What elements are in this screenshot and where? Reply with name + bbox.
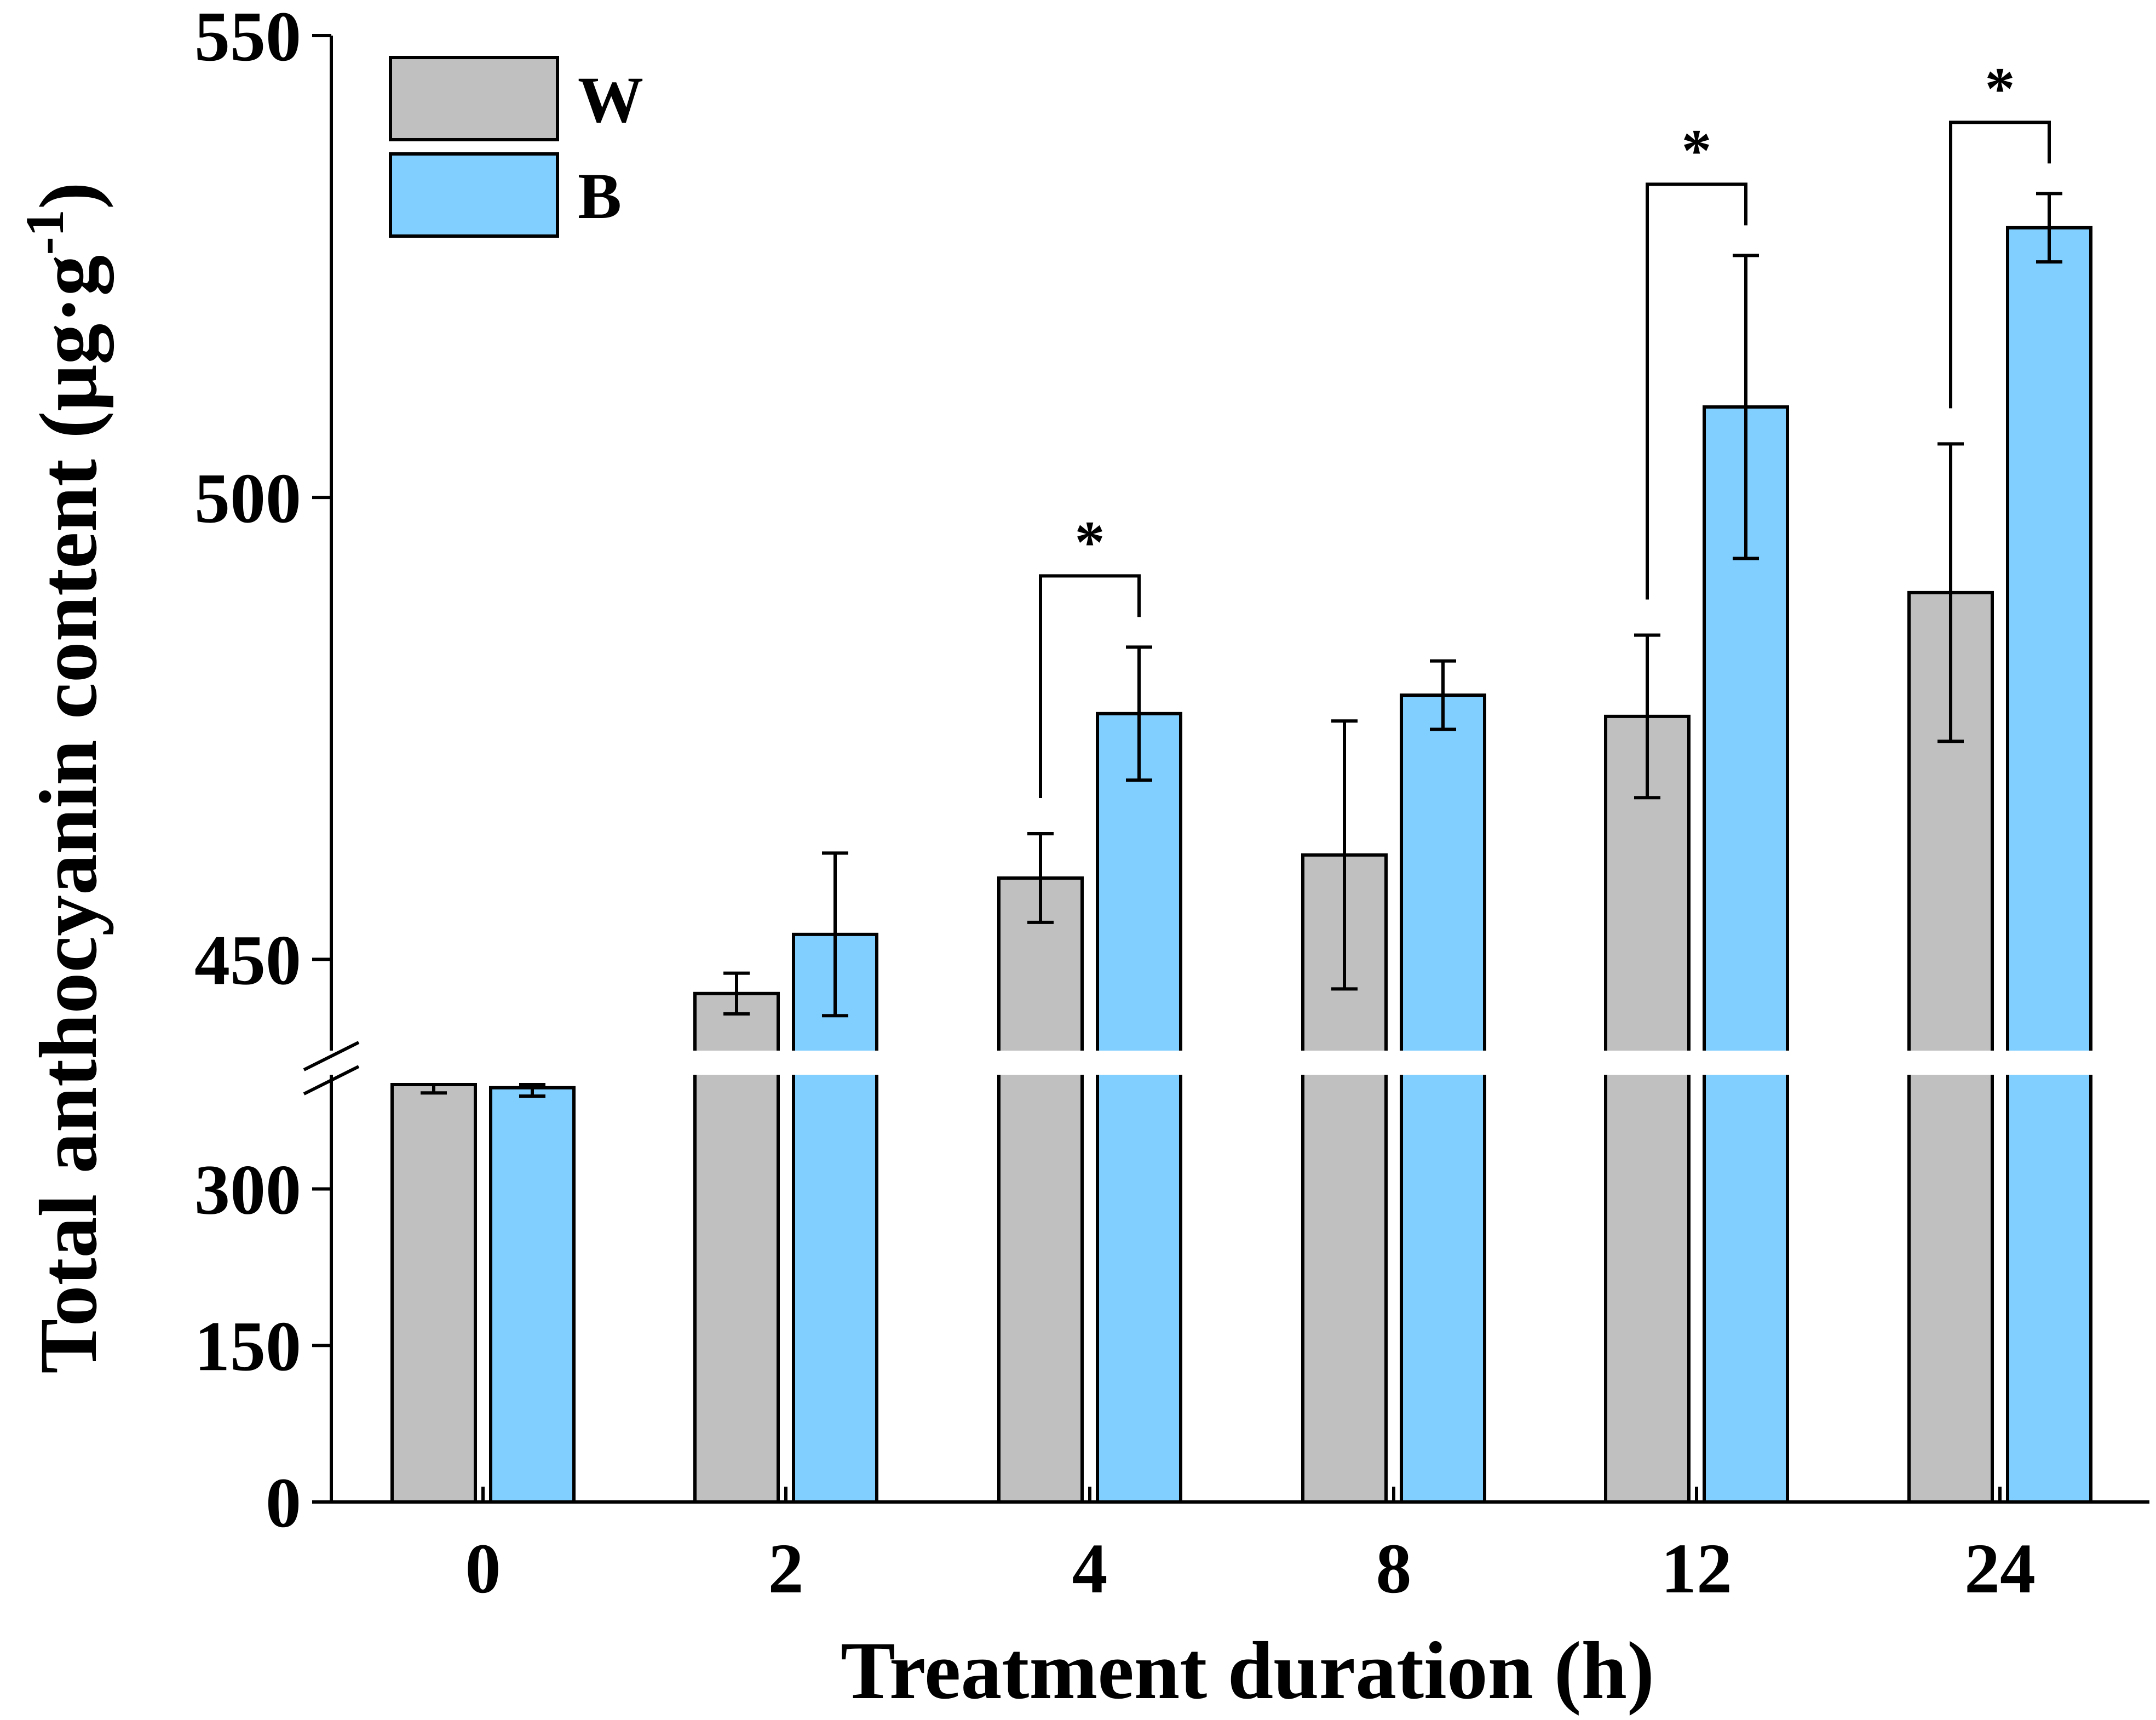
x-tick-label-12: 12 bbox=[1661, 1529, 1732, 1608]
y-axis-title-main: Total anthocyanin content (μg·g bbox=[23, 255, 114, 1374]
bar-b-4 bbox=[1096, 712, 1182, 1504]
bar-b-0 bbox=[489, 1086, 576, 1504]
x-ticks-layer: 0 2 4 8 12 24 bbox=[465, 1487, 2036, 1608]
y-axis-title: Total anthocyanin content (μg·g-1) bbox=[14, 182, 114, 1373]
legend-label-b: B bbox=[578, 159, 622, 232]
axis-break-band bbox=[337, 1051, 2155, 1075]
bar-b-24 bbox=[2006, 226, 2092, 1504]
bars-layer bbox=[390, 226, 2092, 1504]
significance-bracket-12: * bbox=[1646, 117, 1747, 600]
y-tick-label-500: 500 bbox=[194, 459, 301, 538]
error-bar-w-0 bbox=[421, 1083, 447, 1095]
legend-swatch-w bbox=[389, 56, 559, 141]
y-ticks-layer: 0 150 300 450 500 550 bbox=[194, 0, 331, 1543]
bar-w-2 bbox=[693, 991, 780, 1504]
y-tick-label-450: 450 bbox=[194, 921, 301, 1000]
y-tick-label-0: 0 bbox=[266, 1464, 301, 1543]
error-bar-b-2 bbox=[822, 851, 848, 1018]
x-tick-label-24: 24 bbox=[1964, 1529, 2036, 1608]
bar-w-12 bbox=[1604, 714, 1691, 1504]
significance-star-24: * bbox=[1985, 55, 2015, 122]
error-bars-layer bbox=[421, 192, 2062, 1098]
significance-layer: * * * bbox=[1039, 55, 2051, 799]
error-bar-w-8 bbox=[1331, 719, 1358, 991]
axis-break-mark-top bbox=[303, 1041, 360, 1071]
bar-b-8 bbox=[1400, 693, 1486, 1504]
error-bar-w-24 bbox=[1937, 442, 1964, 743]
x-axis-title: Treatment duration (h) bbox=[841, 1625, 1654, 1716]
error-bar-b-12 bbox=[1733, 254, 1759, 560]
axis-break-mark-bottom bbox=[303, 1065, 360, 1096]
axes-layer bbox=[303, 36, 2149, 1504]
axis-break-gap bbox=[337, 1051, 2155, 1075]
error-bar-w-2 bbox=[723, 971, 750, 1016]
significance-star-4: * bbox=[1075, 508, 1105, 575]
x-tick-label-8: 8 bbox=[1376, 1529, 1412, 1608]
y-tick-label-300: 300 bbox=[194, 1151, 301, 1230]
error-bar-b-0 bbox=[519, 1083, 545, 1098]
error-bar-w-4 bbox=[1027, 832, 1054, 924]
y-axis-title-group: Total anthocyanin content (μg·g-1) bbox=[14, 182, 114, 1373]
x-tick-label-2: 2 bbox=[768, 1529, 804, 1608]
bar-w-0 bbox=[390, 1083, 477, 1504]
error-bar-b-4 bbox=[1126, 645, 1152, 782]
bar-b-2 bbox=[792, 932, 878, 1504]
bar-b-12 bbox=[1703, 405, 1789, 1504]
y-axis-title-suffix: ) bbox=[23, 182, 114, 209]
y-tick-label-150: 150 bbox=[194, 1307, 301, 1386]
y-tick-label-550: 550 bbox=[194, 0, 301, 76]
legend-swatch-b bbox=[389, 152, 559, 238]
significance-star-12: * bbox=[1682, 117, 1712, 184]
significance-bracket-4: * bbox=[1039, 508, 1141, 799]
y-axis-title-superscript: -1 bbox=[14, 209, 75, 255]
error-bar-w-12 bbox=[1634, 633, 1660, 800]
x-tick-label-0: 0 bbox=[465, 1529, 501, 1608]
legend-label-w: W bbox=[578, 63, 643, 136]
x-tick-label-4: 4 bbox=[1072, 1529, 1108, 1608]
legend: W B bbox=[389, 56, 643, 238]
significance-bracket-24: * bbox=[1949, 55, 2051, 409]
bar-w-4 bbox=[997, 876, 1084, 1504]
error-bar-b-24 bbox=[2036, 192, 2062, 264]
error-bar-b-8 bbox=[1430, 659, 1456, 731]
